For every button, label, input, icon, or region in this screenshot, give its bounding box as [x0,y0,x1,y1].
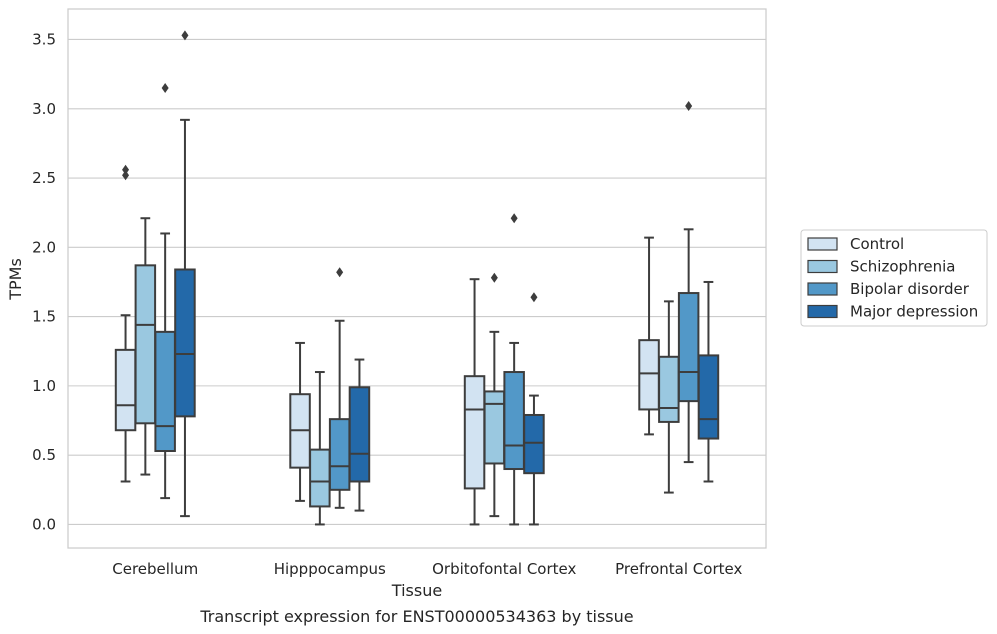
box-iqr [328,418,351,491]
x-tick-label: Orbitofontal Cortex [432,560,576,578]
box-major-depression [523,292,545,526]
outlier-point [510,213,518,224]
outlier-point [161,82,169,93]
legend-label: Bipolar disorder [850,280,970,298]
legend-label: Control [850,235,904,253]
y-tick-label: 0.5 [32,446,56,464]
box-schizophrenia [134,217,157,476]
box-control [289,341,311,502]
x-tick-label: Prefrontal Cortex [615,560,742,578]
y-tick-labels: 0.0 0.5 1.0 1.5 2.0 2.5 3.0 3.5 [32,30,56,533]
y-tick-label: 1.5 [32,308,56,326]
box-iqr [174,268,196,418]
y-tick-label: 0.0 [32,515,56,533]
legend-swatch [807,237,838,251]
x-axis-title: Tissue [391,581,442,600]
box-iqr [348,386,371,483]
y-tick-label: 2.0 [32,238,56,256]
outlier-point [530,292,538,303]
x-tick-label: Cerebellum [112,560,198,578]
outlier-point [181,30,189,41]
box-iqr [503,371,525,471]
box-schizophrenia [658,300,680,494]
box-iqr [463,375,486,490]
y-tick-label: 2.5 [32,169,56,187]
figure-caption: Transcript expression for ENST0000053436… [199,607,633,626]
box-iqr [134,264,157,425]
box-iqr [523,413,545,475]
box-schizophrenia [483,272,506,518]
box-iqr [638,339,660,411]
box-iqr [309,448,331,508]
y-tick-label: 1.0 [32,377,56,395]
y-tick-label: 3.0 [32,100,56,118]
legend-label: Major depression [850,303,978,321]
box-control [463,278,486,526]
outlier-point [685,100,693,111]
x-tick-label: Hipppocampus [274,560,386,578]
box-schizophrenia [309,371,331,526]
box-bipolar-disorder [328,267,351,509]
outlier-point [122,170,130,181]
box-iqr [483,390,506,465]
box-bipolar-disorder [154,82,176,500]
legend-swatch [807,282,838,296]
box-major-depression [348,358,371,512]
legend-frame [800,229,988,327]
outlier-point [122,164,130,175]
y-axis-title: TPMs [6,258,25,301]
legend-swatch [807,259,838,274]
box-iqr [658,355,680,423]
legend-swatch [807,304,838,319]
box-major-depression [174,30,196,518]
legend: Control Schizophrenia Bipolar disorder Majo… [800,229,988,327]
outlier-point [490,272,498,283]
outlier-point [336,267,344,278]
box-layer [114,30,720,526]
box-major-depression [697,280,720,483]
box-control [114,164,137,483]
box-iqr [677,292,700,403]
plot-frame [67,8,767,549]
box-bipolar-disorder [677,100,700,464]
x-tick-labels: Cerebellum Hipppocampus Orbitofontal Corte… [112,560,742,578]
box-bipolar-disorder [503,213,525,526]
box-iqr [114,348,137,432]
legend-label: Schizophrenia [850,258,955,276]
box-iqr [697,354,720,440]
box-iqr [154,330,176,453]
box-control [638,236,660,436]
y-tick-label: 3.5 [32,30,56,48]
